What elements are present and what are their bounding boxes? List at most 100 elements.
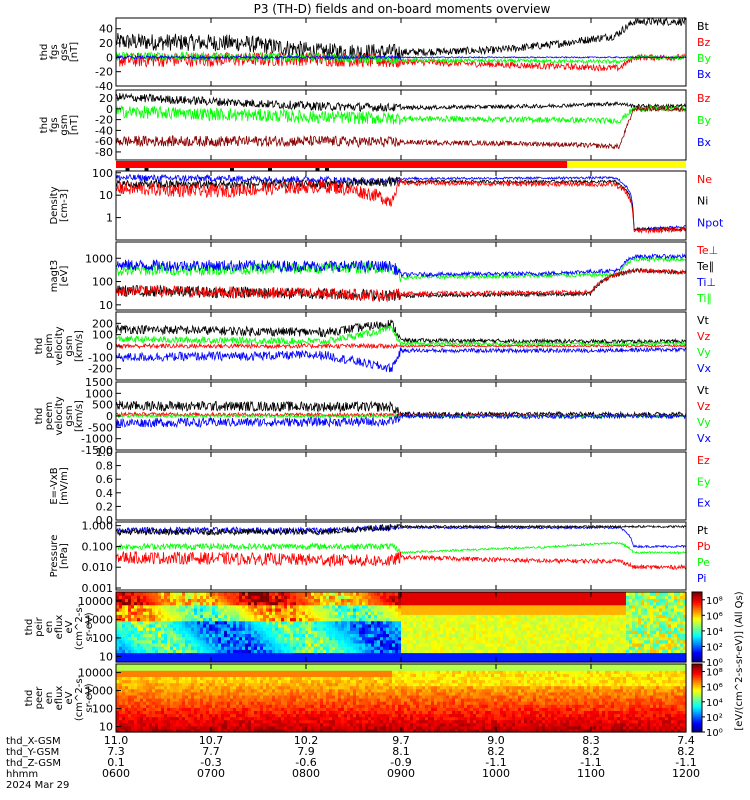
spectrogram-cell [173,592,177,596]
y-axis-label: thd peim velocity gsm [km/s] [34,326,85,365]
spectrogram-cell [308,598,312,603]
spectrogram-cell [302,636,306,641]
spectrogram-cell [146,604,150,609]
mode-bar-mark [268,168,272,171]
spectrogram-cell [179,592,183,596]
spectrogram-cell [284,652,288,657]
spectrogram-cell [296,649,300,654]
spectrogram-cell [251,627,255,631]
spectrogram-cell [158,646,162,650]
spectrogram-cell [161,630,165,634]
spectrogram-cell [242,592,246,596]
spectrogram-cell [257,649,261,654]
spectrogram-cell [317,620,321,625]
spectrogram-cell [122,601,126,606]
spectrogram-cell [257,639,261,644]
spectrogram-cell [299,633,303,638]
spectrogram-cell [227,642,231,647]
spectrogram-cell [131,617,135,622]
spectrogram-cell [116,607,120,612]
spectrogram-cell [293,607,297,612]
spectrogram-cell [233,614,237,619]
spectrogram-cell [167,649,171,654]
y-axis-label-line: velocity [54,326,65,365]
y-axis-label-line: fgs [49,44,60,59]
spectrogram-cell [233,636,237,641]
spectrogram-cell [272,655,276,660]
spectrogram-cell [236,607,240,612]
spectrogram-cell [284,639,288,644]
spectrogram-cell [227,598,231,603]
spectrogram-cell [227,639,231,644]
spectrogram-cell [119,639,123,644]
spectrogram-cell [302,633,306,638]
spectrogram-cell [125,614,129,619]
spectrogram-cell [191,655,195,660]
spectrogram-cell [284,655,288,660]
spectrogram-cell [173,614,177,619]
spectrogram-cell [119,630,123,634]
spectrogram-cell [305,646,309,650]
spectrogram-cell [140,642,144,647]
spectrogram-cell [251,655,255,660]
mode-bar-mark [230,168,234,171]
spectrogram-cell [308,642,312,647]
spectrogram-cell [302,604,306,609]
spectrogram-cell [347,617,351,622]
spectrogram-cell [293,639,297,644]
spectrogram-cell [233,601,237,606]
spectrogram-cell [134,607,138,612]
spectrogram-cell [278,607,282,612]
spectrogram-cell [266,614,270,619]
spectrogram-cell [179,623,183,628]
spectrogram-cell [323,617,327,622]
spectrogram-cell [143,604,147,609]
spectrogram-cell [200,607,204,612]
spectrogram-cell [281,636,285,641]
spectrogram-cell [152,607,156,612]
spectrogram-cell [206,649,210,654]
spectrogram-cell [344,655,348,660]
spectrogram-cell [194,639,198,644]
spectrogram-cell [164,633,168,638]
spectrogram-cell [224,655,228,660]
spectrogram-cell [254,607,258,612]
colorbar-tick-label: 10⁶ [706,611,723,622]
spectrogram-cell [263,627,267,631]
spectrogram-cell [185,642,189,647]
spectrogram-cell [140,623,144,628]
spectrogram-cell [209,652,213,657]
spectrogram-cell [314,652,318,657]
spectrogram-cell [194,604,198,609]
spectrogram-cell [182,646,186,650]
spectrogram-cell [158,633,162,638]
spectrogram-cell [233,652,237,657]
spectrogram-cell [215,592,219,596]
spectrogram-cell [284,614,288,619]
mode-bar [116,161,686,171]
spectrogram-cell [149,623,153,628]
spectrogram-cell [188,598,192,603]
spectrogram-cell [314,655,318,660]
spectrogram-cell [350,652,354,657]
spectrogram-cell [224,592,228,596]
spectrogram-cell [341,617,345,622]
spectrogram-cell [275,642,279,647]
spectrogram-cell [329,623,333,628]
spectrogram-cell [299,601,303,606]
spectrogram-cell [215,642,219,647]
spectrogram-cell [239,646,243,650]
spectrogram-cell [263,639,267,644]
spectrogram-cell [131,595,135,599]
y-tick-label: -1000 [81,433,113,446]
spectrogram-cell [305,627,309,631]
spectrogram-cell [167,623,171,628]
spectrogram-cell [212,598,216,603]
spectrogram-cell [191,627,195,631]
spectrogram-cell [182,614,186,619]
spectrogram-cell [152,642,156,647]
spectrogram-cell [236,601,240,606]
spectrogram-cell [281,604,285,609]
spectrogram-cell [278,617,282,622]
spectrogram-cell [278,652,282,657]
